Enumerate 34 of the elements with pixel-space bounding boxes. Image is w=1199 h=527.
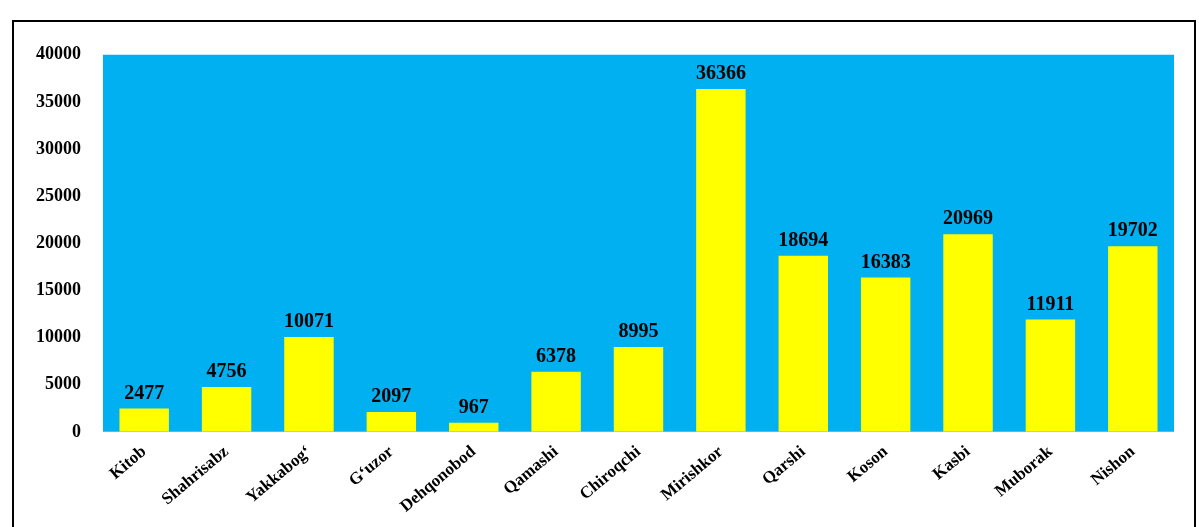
data-label: 10071 (283, 309, 334, 332)
bar (943, 234, 993, 432)
data-label: 11911 (1026, 291, 1075, 314)
y-tick-label: 10000 (36, 326, 81, 347)
data-label: 2097 (371, 384, 412, 407)
data-label: 16383 (860, 249, 911, 272)
data-label: 19702 (1107, 218, 1158, 241)
bar (201, 387, 252, 432)
bar (696, 89, 746, 432)
y-tick-label: 15000 (36, 279, 81, 300)
y-tick-label: 20000 (36, 231, 81, 252)
y-tick-label: 0 (72, 420, 81, 441)
y-tick-label: 25000 (36, 184, 81, 205)
data-label: 18694 (778, 227, 829, 250)
y-tick-label: 40000 (36, 43, 81, 64)
y-tick-label: 35000 (36, 90, 81, 111)
data-label: 967 (458, 394, 489, 417)
bar (119, 408, 169, 432)
y-tick-label: 5000 (45, 373, 81, 394)
y-tick-label: 30000 (36, 137, 81, 158)
data-label: 2477 (124, 380, 165, 403)
bar (531, 371, 581, 432)
bar (366, 412, 417, 432)
data-label: 36366 (695, 61, 746, 84)
bar (284, 336, 334, 432)
data-label: 20969 (943, 206, 994, 229)
data-label: 8995 (618, 319, 659, 342)
bar (1108, 246, 1158, 432)
bar (1025, 319, 1076, 432)
data-label: 6378 (536, 343, 577, 366)
data-label: 4756 (206, 359, 247, 382)
bar (778, 255, 828, 432)
bar (613, 347, 664, 432)
bar (860, 277, 911, 432)
